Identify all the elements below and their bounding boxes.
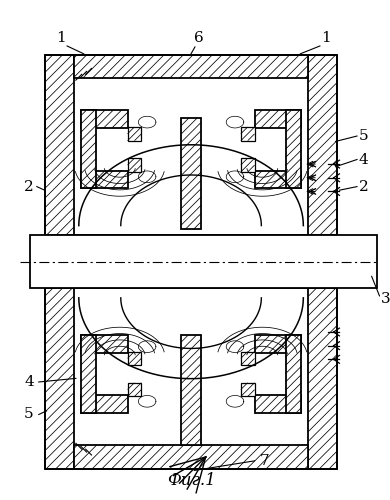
Polygon shape	[81, 335, 96, 413]
Polygon shape	[241, 127, 255, 140]
Polygon shape	[255, 110, 301, 128]
Text: 6: 6	[194, 31, 204, 45]
Polygon shape	[128, 127, 141, 140]
Text: Фиг.1: Фиг.1	[167, 472, 215, 489]
Text: 3: 3	[381, 292, 390, 306]
Text: 4: 4	[359, 152, 369, 166]
Polygon shape	[308, 55, 337, 236]
Polygon shape	[308, 288, 337, 469]
Polygon shape	[81, 110, 96, 188]
Polygon shape	[74, 55, 308, 78]
Polygon shape	[255, 396, 301, 413]
Polygon shape	[286, 110, 301, 188]
Polygon shape	[128, 383, 141, 396]
Polygon shape	[255, 171, 301, 188]
Polygon shape	[241, 158, 255, 172]
Polygon shape	[181, 118, 201, 230]
Polygon shape	[181, 335, 201, 445]
Polygon shape	[81, 335, 128, 352]
Polygon shape	[128, 352, 141, 365]
Polygon shape	[286, 335, 301, 413]
Polygon shape	[81, 396, 128, 413]
Text: 2: 2	[359, 180, 369, 194]
Text: 2: 2	[24, 180, 34, 194]
Text: 1: 1	[56, 31, 66, 45]
Bar	[30, 236, 376, 288]
Polygon shape	[81, 110, 128, 128]
Text: 4: 4	[24, 375, 34, 389]
Text: 7: 7	[259, 454, 269, 468]
Polygon shape	[44, 288, 74, 469]
Polygon shape	[44, 55, 74, 236]
Text: 5: 5	[24, 408, 34, 422]
Polygon shape	[81, 171, 128, 188]
Text: 1: 1	[321, 31, 331, 45]
Polygon shape	[74, 445, 308, 468]
Polygon shape	[241, 383, 255, 396]
Text: 5: 5	[359, 129, 369, 143]
Polygon shape	[255, 335, 301, 352]
Polygon shape	[241, 352, 255, 365]
Polygon shape	[128, 158, 141, 172]
